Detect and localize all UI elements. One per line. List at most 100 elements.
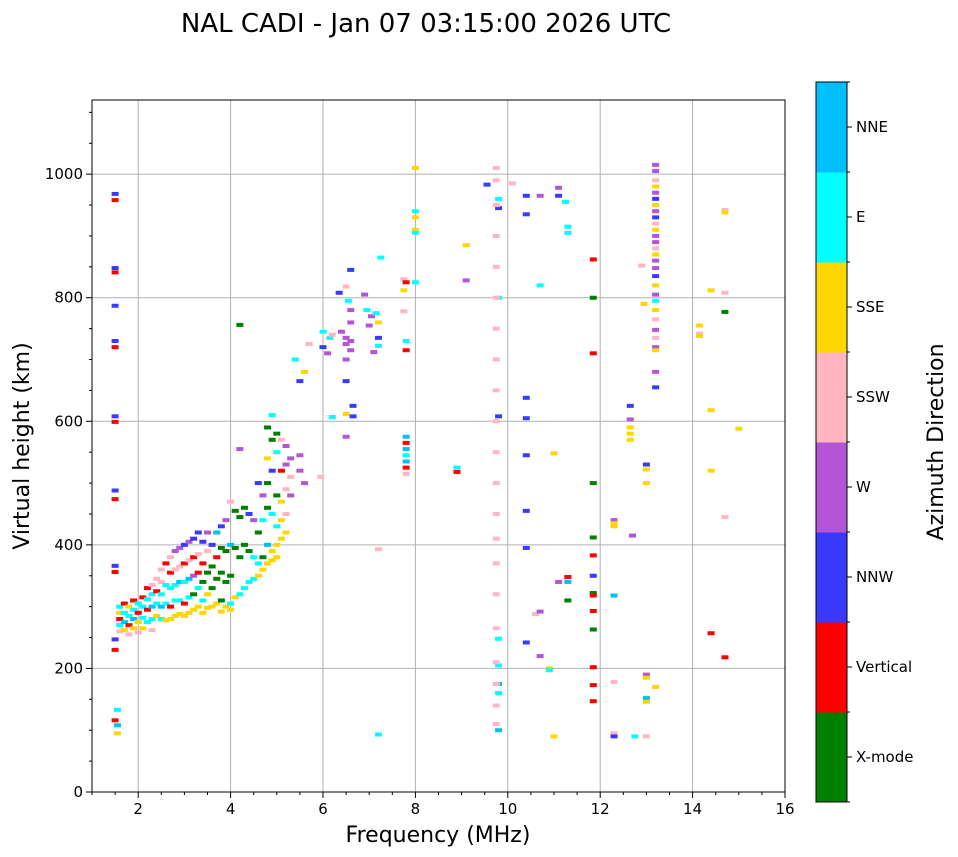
data-point-sse [411, 165, 419, 170]
data-point-ssw [492, 626, 500, 631]
data-point-ssw [148, 628, 156, 633]
data-point-sse [162, 618, 170, 623]
data-point-e [326, 335, 334, 340]
data-point-nnw [610, 734, 618, 739]
data-point-x-mode [273, 493, 281, 498]
colorbar-tick-label: NNE [856, 118, 888, 136]
data-point-ssw [721, 290, 729, 295]
data-point-vertical [120, 601, 128, 606]
data-point-e [273, 524, 281, 529]
data-point-w [296, 468, 304, 473]
data-point-sse [199, 610, 207, 615]
data-point-x-mode [264, 505, 272, 510]
x-axis-label: Frequency (MHz) [346, 823, 531, 848]
data-point-w [652, 266, 660, 271]
data-point-ssw [492, 295, 500, 300]
data-point-ssw [492, 511, 500, 516]
data-point-sse [735, 426, 743, 431]
data-point-ssw [153, 576, 161, 581]
data-point-w [282, 444, 290, 448]
data-point-w [652, 327, 660, 332]
data-point-nne [120, 620, 128, 625]
data-point-ssw [157, 579, 165, 584]
data-point-e [411, 230, 419, 235]
data-point-nnw [652, 385, 660, 390]
data-point-e [139, 604, 147, 609]
data-point-nnw [652, 274, 660, 279]
data-point-ssw [492, 165, 500, 170]
data-point-e [148, 617, 156, 621]
x-tick-label: 2 [133, 800, 143, 818]
data-point-sse [268, 549, 276, 554]
data-point-nnw [522, 395, 530, 400]
data-point-vertical [199, 561, 207, 566]
x-tick-label: 8 [411, 800, 421, 818]
data-point-e [291, 357, 299, 362]
data-point-ssw [721, 207, 729, 212]
data-point-nne [402, 447, 410, 452]
data-point-ssw [116, 629, 124, 634]
data-point-sse [264, 561, 272, 566]
data-point-vertical [130, 598, 138, 603]
data-point-sse [652, 308, 660, 313]
data-point-nnw [589, 573, 597, 578]
data-point-sse [696, 334, 704, 339]
data-point-vertical [190, 555, 198, 560]
data-point-w [185, 539, 193, 544]
data-point-x-mode [208, 564, 216, 569]
data-point-e [259, 518, 267, 523]
data-point-ssw [492, 481, 500, 486]
data-point-nnw [522, 212, 530, 217]
data-point-ssw [652, 178, 660, 183]
data-point-ssw [492, 592, 500, 597]
data-point-sse [277, 518, 285, 523]
y-tick-label: 400 [54, 536, 83, 554]
data-point-w [626, 417, 634, 422]
data-point-w [296, 453, 304, 458]
y-tick-label: 0 [73, 783, 83, 801]
data-point-e [562, 199, 570, 204]
data-point-vertical [402, 280, 410, 285]
data-point-ssw [194, 552, 202, 557]
data-point-sse [171, 613, 179, 618]
data-point-sse [550, 734, 558, 739]
data-point-vertical [453, 469, 461, 474]
data-point-vertical [589, 608, 597, 613]
data-point-ssw [492, 660, 500, 665]
data-point-sse [139, 626, 147, 631]
data-point-ssw [492, 178, 500, 183]
data-point-sse [400, 288, 408, 293]
data-point-vertical [111, 270, 119, 275]
data-point-vertical [111, 647, 119, 652]
data-point-ssw [134, 630, 142, 635]
data-point-x-mode [268, 437, 276, 442]
colorbar-segment [816, 262, 847, 353]
data-point-e [402, 453, 410, 458]
data-point-e [162, 601, 170, 606]
data-point-e [268, 413, 276, 418]
data-point-ssw [696, 331, 704, 336]
y-tick-label: 1000 [45, 165, 83, 183]
data-point-nnw [111, 414, 119, 419]
data-point-w [652, 292, 660, 297]
data-point-nnw [642, 462, 650, 467]
data-point-nnw [522, 508, 530, 513]
data-point-sse [411, 215, 419, 220]
data-point-vertical [167, 570, 175, 575]
data-point-sse [120, 628, 128, 633]
x-tick-label: 6 [318, 800, 328, 818]
data-point-sse [180, 613, 188, 618]
data-point-nne [185, 576, 193, 581]
data-point-ssw [374, 547, 382, 552]
data-point-w [324, 351, 332, 356]
data-point-e [631, 734, 639, 739]
data-point-vertical [111, 497, 119, 502]
data-point-ssw [171, 567, 179, 572]
data-point-nnw [254, 481, 262, 486]
data-point-x-mode [589, 535, 597, 540]
data-point-w [301, 481, 309, 486]
x-tick-label: 10 [498, 800, 517, 818]
data-point-e [319, 329, 327, 334]
data-point-nnw [626, 403, 634, 408]
data-point-e [167, 586, 175, 591]
